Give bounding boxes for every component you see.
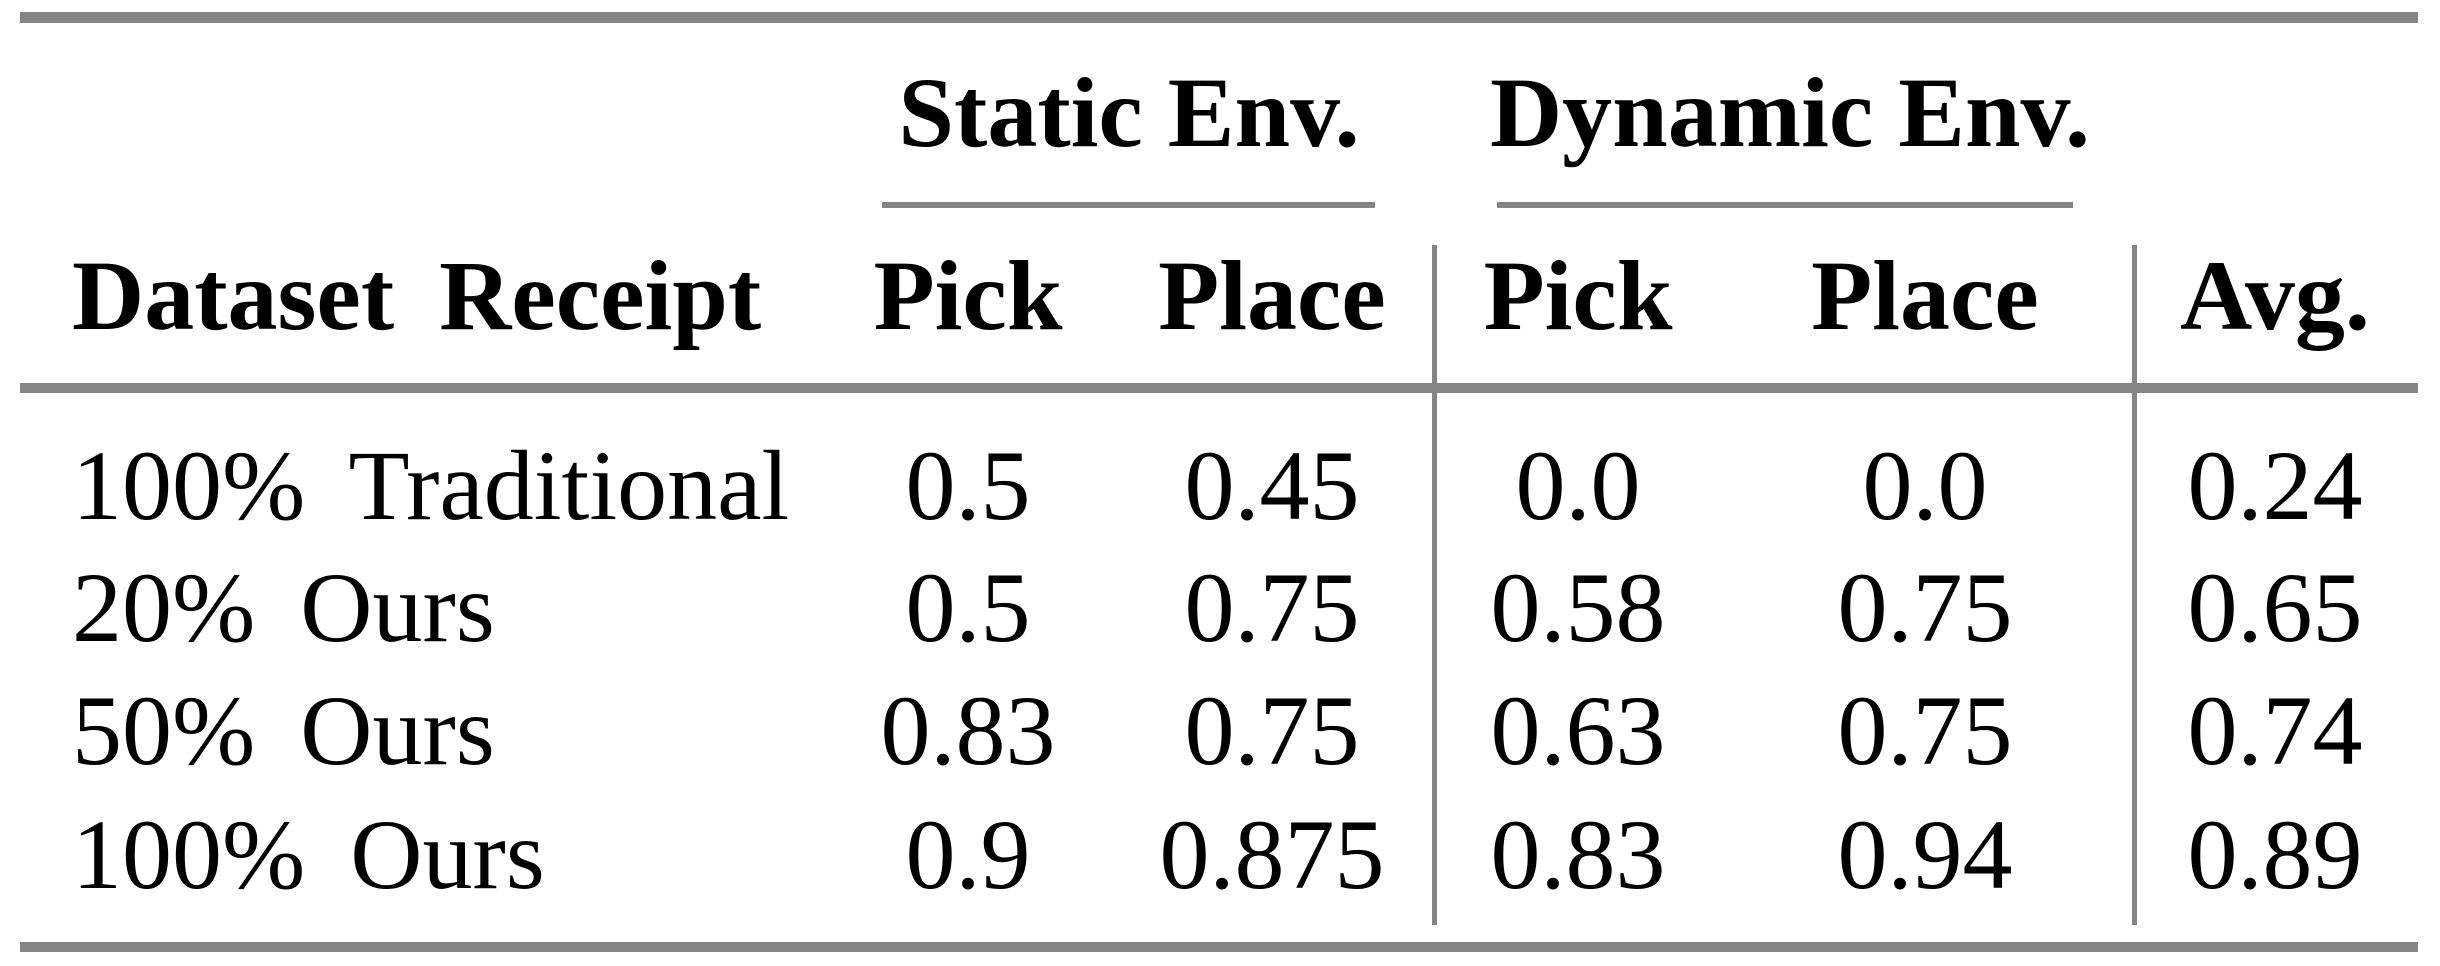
cell-static-place: 0.875: [1159, 799, 1385, 910]
header-body-rule: [20, 383, 2418, 393]
col-header-dynamic-place: Place: [1811, 240, 2039, 351]
top-rule: [20, 12, 2418, 23]
cell-dynamic-pick: 0.83: [1490, 799, 1666, 910]
vertical-rule-dynamic-avg: [2132, 245, 2137, 925]
cell-static-place: 0.75: [1184, 675, 1360, 786]
cell-static-pick: 0.5: [905, 430, 1031, 541]
cell-dynamic-place: 0.75: [1837, 552, 2013, 663]
col-header-static-place: Place: [1158, 240, 1386, 351]
row-label: 100% Traditional: [72, 430, 790, 541]
cell-static-pick: 0.83: [880, 675, 1056, 786]
cell-avg: 0.74: [2187, 675, 2363, 786]
bottom-rule: [20, 942, 2418, 952]
col-header-dynamic-pick: Pick: [1483, 240, 1673, 351]
cell-dynamic-pick: 0.58: [1490, 552, 1666, 663]
cell-static-pick: 0.5: [905, 552, 1031, 663]
row-label: 50% Ours: [72, 675, 495, 786]
cell-static-place: 0.45: [1184, 430, 1360, 541]
cell-dynamic-pick: 0.0: [1515, 430, 1641, 541]
cell-dynamic-place: 0.94: [1837, 799, 2013, 910]
cell-dynamic-place: 0.75: [1837, 675, 2013, 786]
vertical-rule-static-dynamic: [1432, 245, 1437, 925]
cell-dynamic-pick: 0.63: [1490, 675, 1666, 786]
group-header-dynamic-env: Dynamic Env.: [1489, 57, 2091, 168]
cell-dynamic-place: 0.0: [1862, 430, 1988, 541]
col-header-dataset-receipt: Dataset Receipt: [72, 240, 762, 351]
cell-static-place: 0.75: [1184, 552, 1360, 663]
cell-avg: 0.65: [2187, 552, 2363, 663]
group-header-static-env: Static Env.: [898, 57, 1360, 168]
cell-avg: 0.89: [2187, 799, 2363, 910]
cmidrule-static-env: [882, 202, 1375, 208]
cell-static-pick: 0.9: [905, 799, 1031, 910]
col-header-avg: Avg.: [2180, 240, 2370, 351]
col-header-static-pick: Pick: [873, 240, 1063, 351]
cell-avg: 0.24: [2187, 430, 2363, 541]
row-label: 20% Ours: [72, 552, 495, 663]
cmidrule-dynamic-env: [1497, 202, 2073, 208]
row-label: 100% Ours: [72, 799, 545, 910]
